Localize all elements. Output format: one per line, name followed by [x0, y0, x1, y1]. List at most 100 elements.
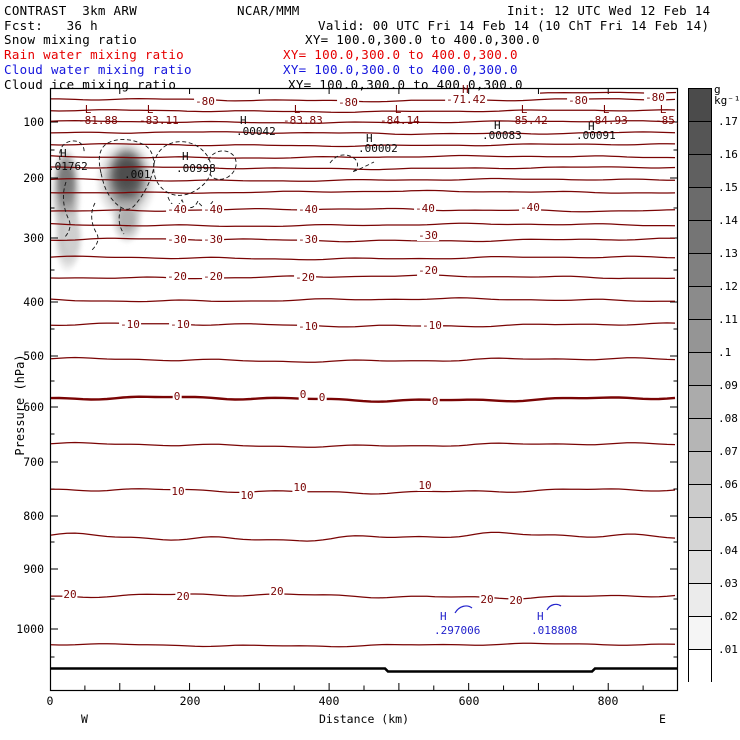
contour-label: 20	[269, 585, 285, 598]
temperature-contour	[51, 166, 676, 171]
cloud-ice-contour	[62, 181, 71, 239]
temperature-contour	[50, 441, 676, 448]
high-center-symbol: H	[462, 84, 469, 96]
colorbar-label: .12	[718, 280, 738, 293]
contour-label: -10	[297, 320, 319, 333]
temperature-contour	[50, 177, 676, 182]
temperature-contour	[50, 531, 676, 542]
contour-label: -30	[166, 233, 188, 246]
temperature-contours	[50, 91, 677, 648]
field-xy: XY= 100.0,300.0 to 400.0,300.0	[283, 47, 518, 62]
temperature-contour	[50, 119, 676, 124]
field-xy: XY= 100.0,300.0 to 400.0,300.0	[305, 32, 540, 47]
colorbar-segment	[689, 89, 711, 122]
colorbar-segment	[689, 419, 711, 452]
cloud-water-contour	[546, 603, 562, 611]
field-xy: XY= 100.0,300.0 to 400.0,300.0	[283, 62, 518, 77]
cloud-water-contours	[454, 603, 562, 614]
pressure-tick-label: 200	[23, 171, 44, 185]
contour-label: 10	[239, 489, 255, 502]
contour-label: -30	[297, 233, 319, 246]
colorbar-label: .13	[718, 247, 738, 260]
contour-label: -30	[417, 229, 439, 242]
temperature-contour	[50, 131, 676, 136]
contour-label: 20	[175, 590, 191, 603]
field-label: Cloud water mixing ratio	[4, 62, 192, 77]
colorbar-segment	[689, 353, 711, 386]
contour-label: -40	[166, 203, 188, 216]
colorbar-label: .08	[718, 412, 738, 425]
colorbar-label: .06	[718, 478, 738, 491]
temperature-contour	[50, 222, 676, 228]
snow-shading-blob	[55, 152, 77, 208]
cloud-ice-contour	[207, 150, 237, 180]
low-center-symbol: L	[146, 103, 154, 116]
colorbar-segment	[689, 650, 711, 683]
cloud-water-max-label: .018808	[531, 624, 578, 637]
x-axis-title: Distance (km)	[318, 712, 409, 726]
low-center-symbol: L	[84, 103, 92, 116]
distance-tick-label: 600	[458, 694, 480, 708]
low-center-symbol: L	[659, 103, 667, 116]
colorbar-label: .1	[718, 346, 732, 359]
temperature-contour	[50, 297, 675, 303]
contour-label: -20	[166, 270, 188, 283]
header-row2-text: Valid: 00 UTC Fri 14 Feb 14 (10 ChT Fri …	[318, 18, 710, 33]
colorbar-label: .03	[718, 577, 738, 590]
cloud-ice-max-label: .00002	[358, 142, 398, 155]
contour-label: -40	[519, 201, 541, 214]
colorbar-segment	[689, 122, 711, 155]
temperature-contour	[50, 322, 676, 328]
header-row1-text: CONTRAST 3km ARW	[4, 3, 138, 18]
contour-label: -80	[567, 94, 589, 107]
colorbar-segment	[689, 188, 711, 221]
colorbar-label: .09	[718, 379, 738, 392]
high-center-symbol: H	[240, 114, 247, 127]
contour-label: -40	[414, 202, 436, 215]
contour-label: -10	[169, 318, 191, 331]
temperature-contour	[50, 207, 676, 213]
high-center-symbol: H	[366, 132, 373, 145]
pressure-tick-label: 1000	[16, 622, 44, 636]
cloud-water-max-label: .297006	[434, 624, 481, 637]
colorbar-segment	[689, 155, 711, 188]
colorbar-bar	[688, 88, 712, 683]
contour-label: -40	[297, 203, 319, 216]
contour-label: 10	[170, 485, 186, 498]
temperature-contour	[50, 395, 676, 403]
low-center-label: -83.83	[283, 114, 323, 127]
header-row1-text: NCAR/MMM	[237, 3, 300, 18]
colorbar-label: .07	[718, 445, 738, 458]
low-center-label: -84.93	[588, 114, 628, 127]
east-label: E	[659, 712, 666, 726]
colorbar-segment	[689, 584, 711, 617]
cloud-ice-max-label: .01762	[50, 160, 88, 173]
temperature-contour	[50, 356, 676, 363]
colorbar-label: .04	[718, 544, 738, 557]
pressure-tick-label: 500	[23, 349, 44, 363]
contour-label: 20	[508, 594, 524, 607]
low-center-symbol: L	[394, 103, 402, 116]
low-center-label: -83.11	[139, 114, 179, 127]
colorbar-label: .01	[718, 643, 738, 656]
high-center-symbol: H	[494, 119, 501, 132]
contour-label: -80	[194, 95, 216, 108]
contour-label: -20	[202, 270, 224, 283]
cloud-ice-max-label: .00083	[482, 129, 522, 142]
contour-label: 0	[172, 390, 182, 403]
contour-label: -40	[202, 203, 224, 216]
low-center-label: -85.42	[508, 114, 548, 127]
low-center-symbol: L	[293, 103, 301, 116]
cloud-ice-max-label: .00091	[576, 129, 616, 142]
colorbar-label: .14	[718, 214, 738, 227]
contour-label: 10	[417, 479, 433, 492]
high-center-symbol: H	[440, 610, 447, 623]
contour-label: 0	[430, 395, 440, 408]
high-center-symbol: H	[537, 610, 544, 623]
cloud-ice-contour	[153, 141, 212, 196]
field-label: Snow mixing ratio	[4, 32, 138, 47]
low-center-label: -84.14	[380, 114, 420, 127]
high-center-symbol: H	[60, 147, 67, 160]
contour-label: -20	[294, 271, 316, 284]
distance-tick-label: 0	[46, 694, 54, 708]
